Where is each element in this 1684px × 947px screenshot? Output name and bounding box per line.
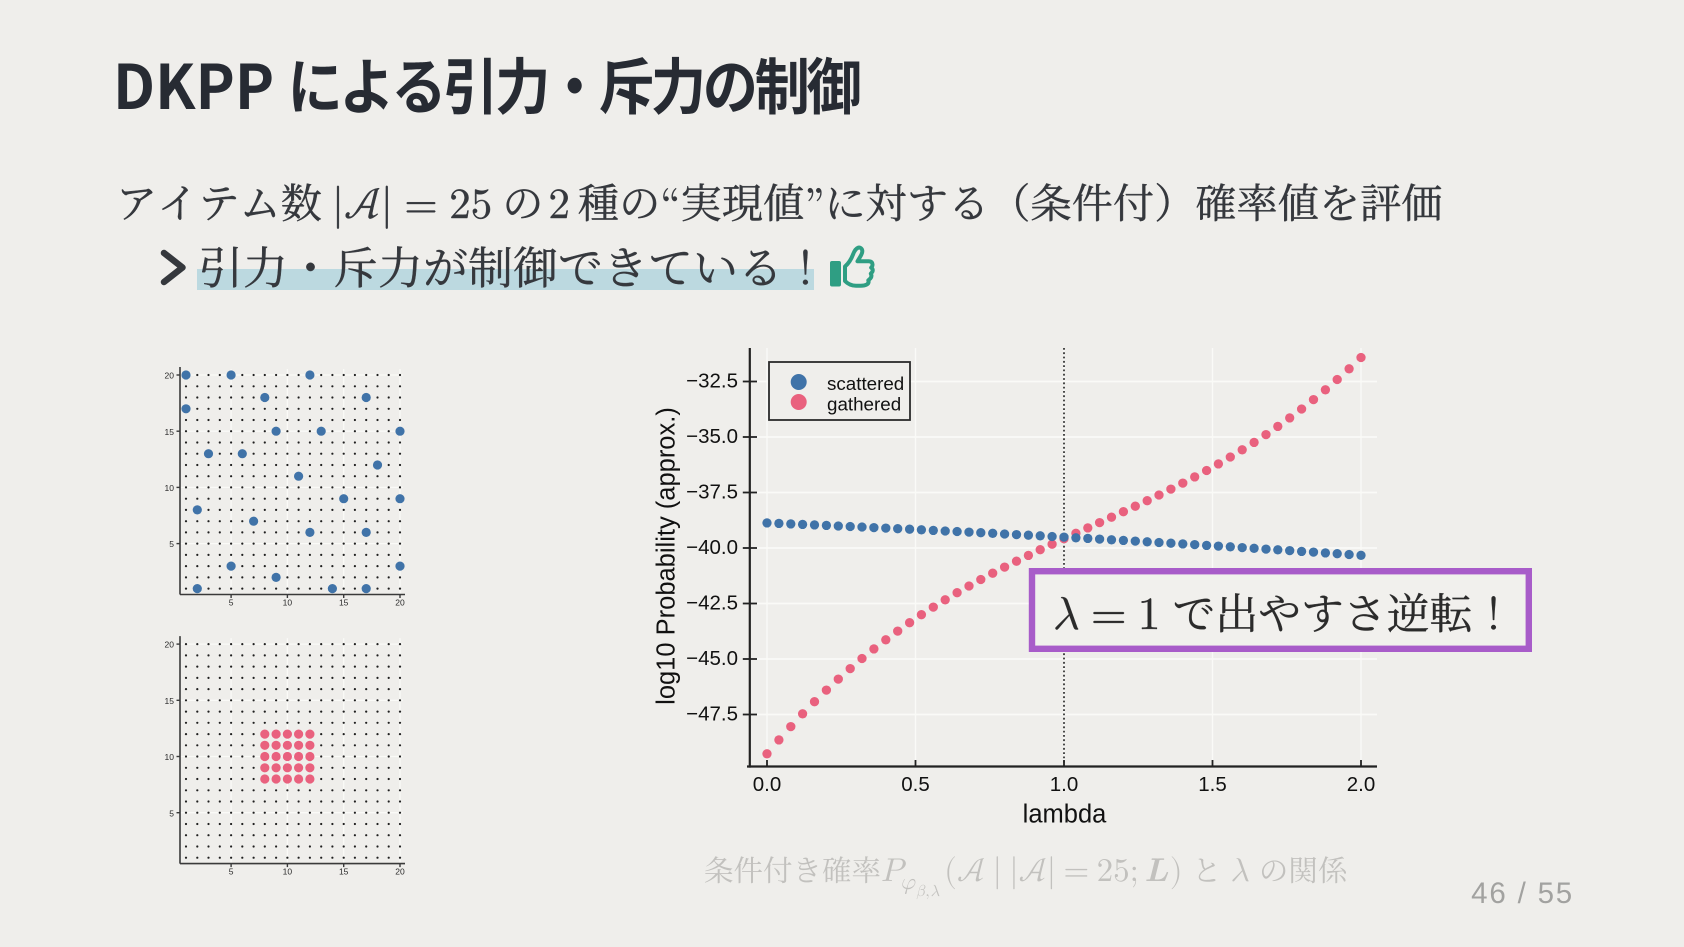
svg-text:−40.0: −40.0 (686, 536, 738, 559)
svg-text:−45.0: −45.0 (686, 647, 738, 670)
svg-text:10: 10 (283, 597, 293, 607)
svg-text:−37.5: −37.5 (686, 481, 738, 504)
svg-text:gathered: gathered (827, 394, 901, 415)
svg-text:15: 15 (339, 597, 349, 607)
svg-text:20: 20 (395, 597, 405, 607)
svg-text:log10 Probability (approx.): log10 Probability (approx.) (653, 407, 681, 705)
svg-text:20: 20 (165, 371, 175, 381)
svg-text:−35.0: −35.0 (686, 425, 738, 448)
svg-text:2.0: 2.0 (1347, 773, 1376, 796)
svg-text:0.5: 0.5 (901, 773, 930, 796)
svg-text:1.5: 1.5 (1198, 773, 1227, 796)
svg-text:scattered: scattered (827, 373, 904, 394)
svg-text:46 / 55: 46 / 55 (1471, 877, 1574, 910)
svg-text:15: 15 (165, 696, 175, 706)
svg-text:20: 20 (165, 640, 175, 650)
svg-text:0.0: 0.0 (753, 773, 782, 796)
svg-text:10: 10 (165, 752, 175, 762)
svg-text:15: 15 (165, 427, 175, 437)
svg-text:20: 20 (395, 866, 405, 876)
svg-text:−42.5: −42.5 (686, 592, 738, 615)
svg-text:5: 5 (229, 597, 234, 607)
svg-text:5: 5 (169, 808, 174, 818)
svg-text:10: 10 (283, 866, 293, 876)
svg-text:−47.5: −47.5 (686, 703, 738, 726)
svg-text:lambda: lambda (1023, 801, 1107, 829)
svg-text:1.0: 1.0 (1050, 773, 1079, 796)
svg-text:10: 10 (165, 483, 175, 493)
svg-text:15: 15 (339, 866, 349, 876)
svg-text:5: 5 (169, 539, 174, 549)
svg-text:5: 5 (229, 866, 234, 876)
svg-text:−32.5: −32.5 (686, 370, 738, 393)
